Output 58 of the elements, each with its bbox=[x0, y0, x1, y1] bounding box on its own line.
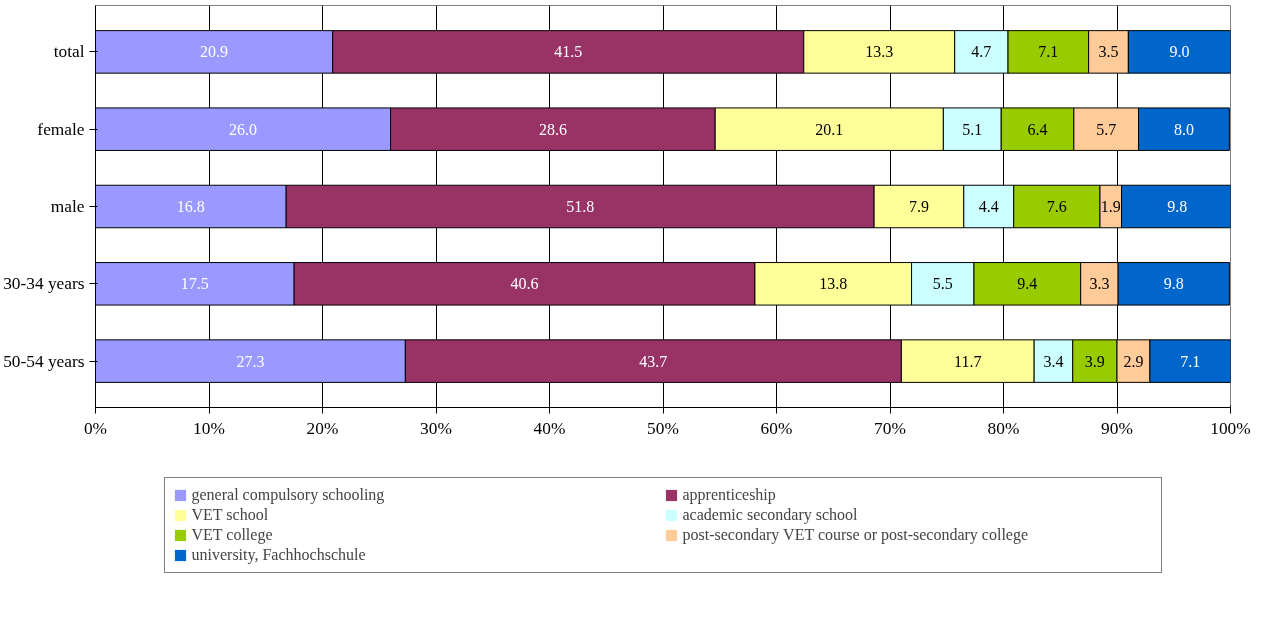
data-label: 7.6 bbox=[1046, 198, 1067, 215]
data-label: 43.7 bbox=[639, 352, 668, 370]
data-label: 40.6 bbox=[510, 275, 539, 293]
x-tick-label: 50% bbox=[647, 418, 679, 438]
x-tick-label: 0% bbox=[83, 418, 108, 438]
data-label: 7.1 bbox=[1038, 43, 1059, 61]
data-label: 20.1 bbox=[815, 120, 844, 138]
data-label: 17.5 bbox=[180, 275, 209, 293]
data-label: 26.0 bbox=[229, 120, 258, 138]
data-label: 2.9 bbox=[1123, 352, 1144, 370]
data-label: 3.9 bbox=[1084, 352, 1105, 370]
data-label: 9.8 bbox=[1163, 275, 1184, 293]
data-label: 51.8 bbox=[566, 198, 595, 215]
x-tick-label: 10% bbox=[193, 418, 225, 438]
data-label: 27.3 bbox=[236, 352, 265, 370]
x-tick-label: 70% bbox=[874, 418, 906, 438]
x-tick-label: 100% bbox=[1210, 418, 1251, 438]
x-tick-label: 80% bbox=[987, 418, 1020, 438]
legend-label: academic secondary school bbox=[682, 506, 859, 524]
data-label: 41.5 bbox=[554, 43, 583, 61]
data-label: 5.5 bbox=[932, 275, 953, 293]
data-label: 13.8 bbox=[819, 275, 848, 293]
data-label: 9.8 bbox=[1167, 198, 1188, 215]
data-label: 11.7 bbox=[954, 352, 982, 370]
x-tick-label: 20% bbox=[306, 418, 339, 438]
data-label: 3.3 bbox=[1089, 275, 1110, 293]
y-tick-label: 30-34 years bbox=[3, 274, 85, 294]
legend-label: VET college bbox=[191, 526, 274, 544]
data-label: 3.4 bbox=[1043, 352, 1064, 370]
legend-label: VET school bbox=[191, 506, 270, 524]
x-tick-label: 90% bbox=[1101, 418, 1133, 438]
y-tick-label: 50-54 years bbox=[3, 351, 85, 371]
data-label: 5.1 bbox=[962, 120, 983, 138]
x-tick-label: 40% bbox=[533, 418, 566, 438]
data-label: 8.0 bbox=[1173, 120, 1194, 138]
data-label: 4.7 bbox=[971, 43, 992, 61]
legend-label: university, Fachhochschule bbox=[191, 546, 367, 564]
data-label: 9.0 bbox=[1169, 43, 1190, 61]
data-label: 20.9 bbox=[200, 43, 229, 61]
y-tick-label: female bbox=[37, 119, 85, 139]
data-label: 9.4 bbox=[1017, 275, 1038, 293]
data-label: 1.9 bbox=[1100, 198, 1121, 215]
data-label: 7.1 bbox=[1180, 352, 1201, 370]
data-label: 3.5 bbox=[1098, 43, 1119, 61]
y-tick-label: male bbox=[50, 197, 85, 216]
legend-label: post-secondary VET course or post-secondary college bbox=[682, 526, 1030, 544]
legend-label: general compulsory schooling bbox=[191, 486, 386, 504]
data-label: 7.9 bbox=[908, 198, 929, 215]
data-label: 13.3 bbox=[865, 43, 894, 61]
x-tick-label: 60% bbox=[760, 418, 793, 438]
y-tick-label: total bbox=[53, 42, 85, 62]
data-label: 4.4 bbox=[978, 198, 999, 215]
data-label: 16.8 bbox=[176, 198, 205, 215]
data-label: 28.6 bbox=[538, 120, 567, 138]
x-tick-label: 30% bbox=[420, 418, 452, 438]
data-label: 5.7 bbox=[1096, 120, 1117, 138]
legend-label: apprenticeship bbox=[682, 486, 777, 504]
data-label: 6.4 bbox=[1027, 120, 1048, 138]
